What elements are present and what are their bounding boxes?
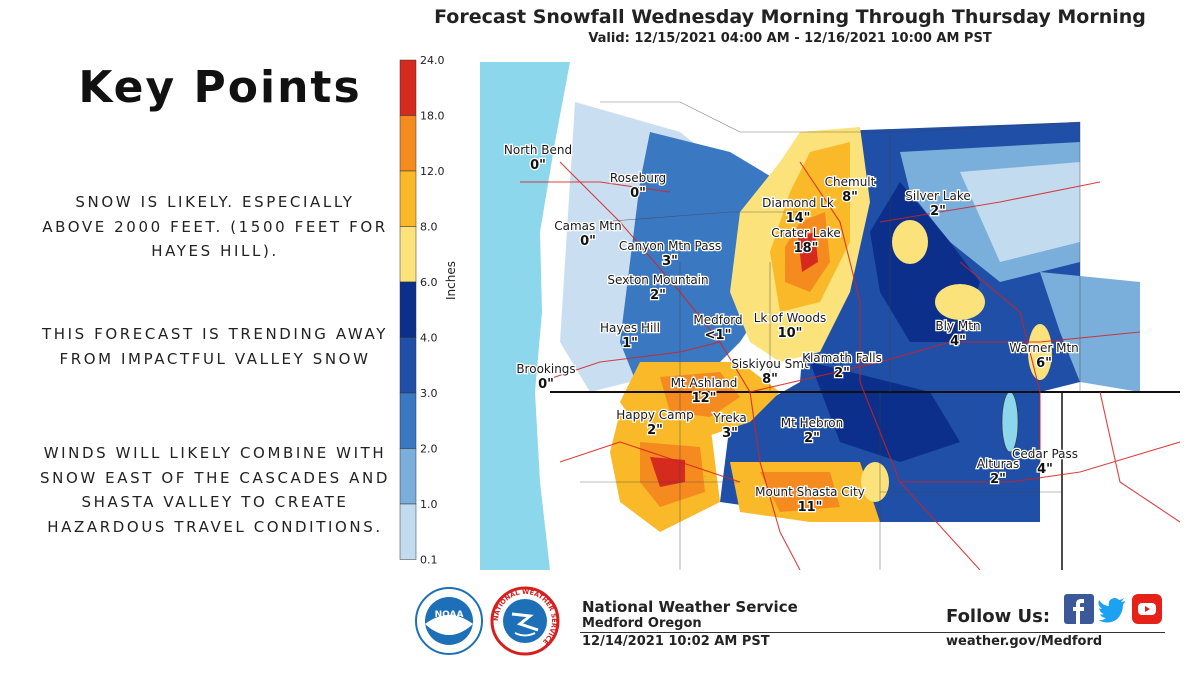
location-name: Cedar Pass: [1012, 447, 1078, 461]
location-name: Hayes Hill: [600, 321, 660, 335]
location-name: Chemult: [825, 175, 876, 189]
scale-band: [399, 392, 417, 449]
footer-issued-time: 12/14/2021 10:02 AM PST: [582, 634, 770, 649]
location-name: Happy Camp: [616, 408, 694, 422]
scale-tick-label: 0.1: [420, 554, 438, 567]
scale-band: [399, 281, 417, 338]
key-points-panel: Key Points Snow is likely. Especially ab…: [0, 0, 440, 675]
noaa-logo-text: NOAA: [435, 610, 464, 620]
location-snow-amount: 2": [804, 431, 820, 446]
key-point-forecast-trend: This forecast is trending away from impa…: [42, 325, 388, 368]
scale-unit-label: Inches: [444, 261, 458, 300]
location-snow-amount: 8": [762, 372, 778, 387]
scale-band: [399, 115, 417, 172]
location-name: Sexton Mountain: [607, 273, 708, 287]
footer-office: Medford Oregon: [582, 616, 702, 631]
location-name: Crater Lake: [771, 226, 840, 240]
location-name: Lk of Woods: [754, 311, 827, 325]
location-name: Diamond Lk: [762, 196, 834, 210]
location-snow-amount: 0": [580, 234, 596, 249]
location-name: Mt Hebron: [781, 416, 844, 430]
location-snow-amount: 2": [930, 204, 946, 219]
nws-logo: NATIONAL WEATHER SERVICE: [490, 586, 560, 656]
location-snow-amount: 6": [1036, 356, 1052, 371]
location-snow-amount: 4": [1037, 462, 1053, 477]
location-name: Alturas: [977, 457, 1019, 471]
scale-tick-label: 6.0: [420, 276, 438, 289]
scale-tick-label: 3.0: [420, 387, 438, 400]
location-snow-amount: 0": [630, 186, 646, 201]
location-snow-amount: 10": [778, 326, 803, 341]
scale-band: [399, 448, 417, 505]
location-snow-amount: 0": [530, 158, 546, 173]
location-name: Medford: [693, 313, 742, 327]
location-name: Siskiyou Smt: [731, 357, 809, 371]
map-title: Forecast Snowfall Wednesday Morning Thro…: [434, 6, 1146, 28]
scale-band: [399, 337, 417, 394]
key-point-wind-snow: Winds will likely combine with snow east…: [40, 444, 390, 536]
location-name: Camas Mtn: [554, 219, 622, 233]
location-snow-amount: 3": [722, 426, 738, 441]
scale-tick-label: 1.0: [420, 498, 438, 511]
location-name: Warner Mtn: [1009, 341, 1079, 355]
location-name: Bly Mtn: [935, 319, 980, 333]
facebook-icon[interactable]: [1064, 594, 1094, 624]
location-name: Silver Lake: [905, 189, 970, 203]
location-snow-amount: 11": [798, 500, 823, 515]
follow-us-label: Follow Us:: [946, 606, 1051, 627]
location-snow-amount: 2": [990, 472, 1006, 487]
key-points-title: Key Points: [78, 62, 362, 113]
scale-tick-label: 2.0: [420, 443, 438, 456]
footer-org-name: National Weather Service: [582, 598, 798, 616]
location-snow-amount: 18": [794, 241, 819, 256]
location-snow-amount: 0": [538, 377, 554, 392]
scale-tick-label: 8.0: [420, 221, 438, 234]
location-name: Yreka: [712, 411, 746, 425]
map-valid-period: Valid: 12/15/2021 04:00 AM - 12/16/2021 …: [588, 31, 992, 46]
location-snow-amount: <1": [705, 328, 732, 343]
scale-tick-label: 24.0: [420, 54, 445, 67]
noaa-logo: NOAA: [415, 587, 483, 655]
scale-tick-label: 12.0: [420, 165, 445, 178]
location-name: Brookings: [516, 362, 575, 376]
scale-band: [399, 226, 417, 283]
location-name: Canyon Mtn Pass: [619, 239, 721, 253]
location-snow-amount: 14": [786, 211, 811, 226]
location-snow-amount: 3": [662, 254, 678, 269]
snowfall-color-scale: 24.0 18.0 12.0 8.0 6.0 4.0 3.0 2.0 1.0 0.1: [399, 54, 445, 567]
location-snow-amount: 8": [842, 190, 858, 205]
location-name: Roseburg: [610, 171, 666, 185]
location-snow-amount: 2": [647, 423, 663, 438]
scale-band: [399, 59, 417, 116]
youtube-icon[interactable]: [1132, 594, 1162, 624]
location-snow-amount: 4": [950, 334, 966, 349]
footer-divider: [580, 632, 1165, 633]
scale-band: [399, 170, 417, 227]
scale-tick-label: 4.0: [420, 332, 438, 345]
key-point-snow-likely: Snow is likely. Especially above 2000 fe…: [42, 193, 388, 260]
location-name: Mt Ashland: [671, 376, 738, 390]
location-name: North Bend: [504, 143, 572, 157]
location-snow-amount: 1": [622, 336, 638, 351]
location-snow-amount: 2": [834, 366, 850, 381]
location-name: Klamath Falls: [802, 351, 882, 365]
scale-tick-label: 18.0: [420, 110, 445, 123]
twitter-icon[interactable]: [1097, 594, 1127, 624]
scale-band: [399, 503, 417, 560]
location-snow-amount: 12": [692, 391, 717, 406]
location-snow-amount: 2": [650, 288, 666, 303]
website-link[interactable]: weather.gov/Medford: [946, 634, 1103, 649]
location-name: Mount Shasta City: [755, 485, 865, 499]
